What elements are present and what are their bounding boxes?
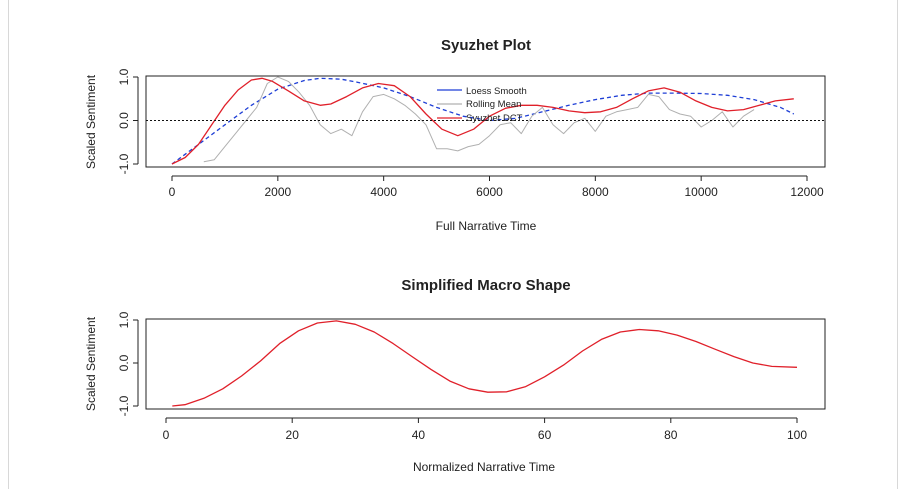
x-tick-label: 80 <box>664 428 678 442</box>
x-tick-label: 6000 <box>476 185 503 199</box>
plot-area-frame <box>145 318 826 410</box>
y-tick-label: -1.0 <box>117 153 131 174</box>
x-tick-label: 0 <box>163 428 170 442</box>
x-tick-label: 20 <box>286 428 300 442</box>
x-tick-label: 100 <box>787 428 807 442</box>
y-tick-label: 1.0 <box>117 68 131 85</box>
y-tick-label: 0.0 <box>117 354 131 371</box>
x-tick-label: 0 <box>169 185 176 199</box>
x-tick-label: 2000 <box>264 185 291 199</box>
legend: Loess Smooth Rolling Mean Syuzhet DCT <box>437 86 527 124</box>
y-tick-label: -1.0 <box>117 395 131 416</box>
y-axis-ticks: -1.0 0.0 1.0 <box>117 311 139 416</box>
x-tick-label: 12000 <box>790 185 824 199</box>
legend-label-dct: Syuzhet DCT <box>466 113 523 124</box>
series-line-macro-shape <box>172 320 798 407</box>
x-axis-label: Normalized Narrative Time <box>413 460 555 474</box>
x-tick-label: 4000 <box>370 185 397 199</box>
series-line-syuzhet-dct <box>171 77 794 165</box>
plot-area-frame <box>145 75 826 168</box>
syuzhet-plot: Syuzhet Plot 0 2000 4000 6000 8000 10000 12000… <box>84 37 826 233</box>
legend-label-rolling-mean: Rolling Mean <box>466 99 521 110</box>
x-tick-label: 40 <box>412 428 426 442</box>
x-axis-label: Full Narrative Time <box>436 219 537 233</box>
series-layer <box>172 320 798 407</box>
legend-label-loess: Loess Smooth <box>466 86 527 97</box>
x-tick-label: 8000 <box>582 185 609 199</box>
figure-border <box>8 0 898 489</box>
macro-shape-plot: Simplified Macro Shape 0 20 40 60 80 100 -1.0… <box>84 277 826 474</box>
x-axis-ticks: 0 20 40 60 80 100 <box>163 417 807 442</box>
y-axis-ticks: -1.0 0.0 1.0 <box>117 68 139 174</box>
y-axis-label: Scaled Sentiment <box>84 74 98 169</box>
y-axis-label: Scaled Sentiment <box>84 316 98 411</box>
y-tick-label: 1.0 <box>117 311 131 328</box>
x-tick-label: 60 <box>538 428 552 442</box>
chart-title: Syuzhet Plot <box>441 37 531 54</box>
y-tick-label: 0.0 <box>117 112 131 129</box>
series-layer <box>171 76 795 165</box>
series-line-rolling-mean <box>203 76 755 163</box>
x-tick-label: 10000 <box>684 185 718 199</box>
chart-title: Simplified Macro Shape <box>401 277 570 294</box>
x-axis-ticks: 0 2000 4000 6000 8000 10000 12000 <box>169 175 824 199</box>
